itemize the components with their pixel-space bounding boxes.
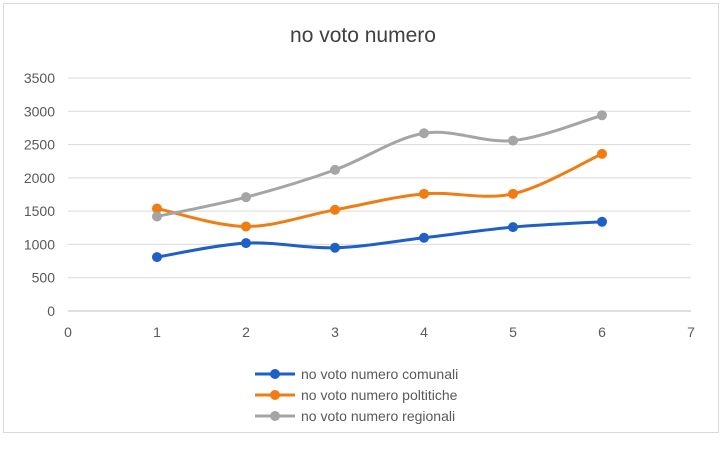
y-tick-label-3500: 3500 [24,70,55,86]
data-point-s2-6 [597,148,607,159]
x-tick-label-7: 7 [687,324,695,340]
y-tick-label-2500: 2500 [24,137,55,153]
series-line-3 [155,113,604,218]
y-tick-label-0: 0 [47,303,55,319]
legend-label-2: no voto numero poltitiche [301,387,458,403]
data-point-s3-4 [419,128,429,139]
data-point-s2-1 [152,203,162,214]
legend-marker-1 [270,369,280,379]
data-point-s1-6 [597,216,607,227]
x-tick-label-5: 5 [509,324,517,340]
y-tick-label-3000: 3000 [24,103,55,119]
data-point-s3-3 [330,164,340,175]
data-point-s2-2 [241,221,251,232]
legend-marker-2 [270,390,280,400]
data-point-s2-3 [330,204,340,215]
data-point-s3-2 [241,192,251,203]
data-point-s1-4 [419,232,429,243]
x-tick-label-3: 3 [331,324,339,340]
y-tick-label-500: 500 [32,270,56,286]
y-tick-label-1000: 1000 [24,236,55,252]
legend-label-3: no voto numero regionali [301,408,455,424]
x-tick-label-0: 0 [64,324,72,340]
x-tick-label-2: 2 [242,324,250,340]
data-point-s1-1 [152,252,162,263]
data-point-s1-5 [508,222,518,233]
x-tick-label-1: 1 [153,324,161,340]
y-tick-label-1500: 1500 [24,203,55,219]
legend-label-1: no voto numero comunali [301,366,458,382]
data-point-s1-2 [241,238,251,249]
data-point-s2-5 [508,188,518,199]
data-point-s1-3 [330,242,340,253]
chart-title: no voto numero [290,24,436,47]
data-point-s3-1 [152,211,162,222]
data-point-s3-5 [508,135,518,146]
x-tick-label-4: 4 [420,324,428,340]
data-point-s3-6 [597,110,607,121]
y-tick-label-2000: 2000 [24,170,55,186]
series-line-1 [155,220,604,259]
series-line-2 [155,152,604,228]
legend-marker-3 [270,411,280,421]
x-tick-label-6: 6 [598,324,606,340]
data-point-s2-4 [419,188,429,199]
